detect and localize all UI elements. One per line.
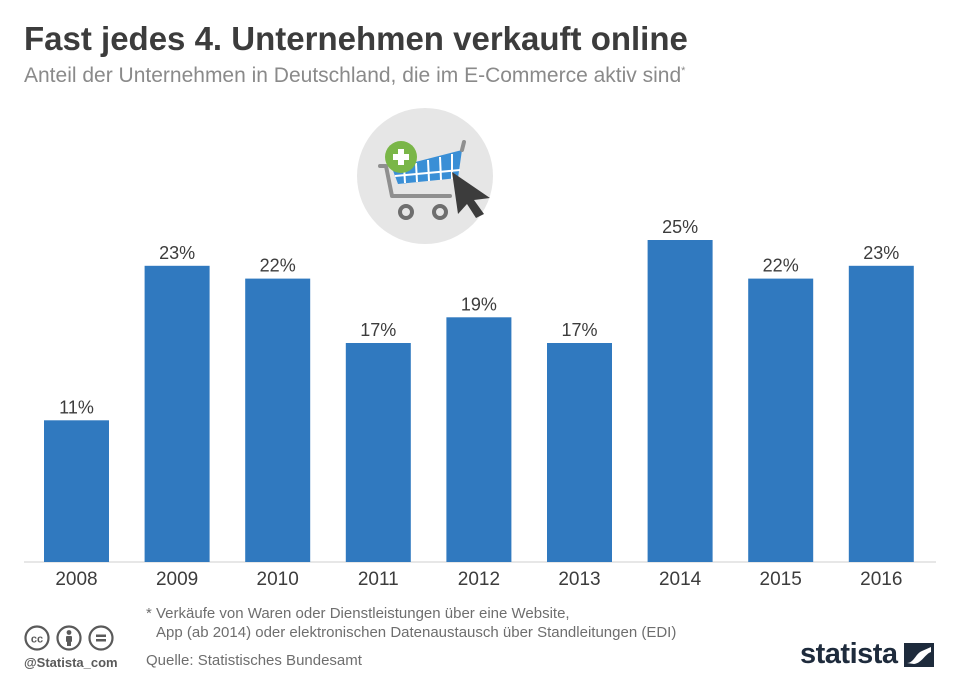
subtitle-text: Anteil der Unternehmen in Deutschland, d…	[24, 64, 682, 87]
bar-2013	[547, 343, 612, 562]
x-tick-label-2011: 2011	[358, 569, 399, 590]
bar-2008	[44, 420, 109, 562]
plus-icon	[385, 141, 417, 173]
statista-logo-icon	[903, 642, 934, 667]
no-derivatives-icon[interactable]	[88, 625, 114, 651]
cursor-icon	[452, 172, 490, 218]
footnote-line-1: * Verkäufe von Waren oder Dienstleistung…	[146, 605, 570, 622]
value-label-2008: 11%	[59, 397, 94, 417]
shopping-cart-illustration	[357, 108, 493, 244]
chart-title: Fast jedes 4. Unternehmen verkauft onlin…	[24, 20, 688, 57]
value-label-2013: 17%	[561, 320, 597, 340]
bar-2010	[245, 278, 311, 562]
value-label-2012: 19%	[461, 294, 497, 314]
value-label-2014: 25%	[662, 217, 698, 237]
x-tick-label-2009: 2009	[156, 569, 198, 590]
x-tick-label-2010: 2010	[257, 569, 299, 590]
x-tick-label-2015: 2015	[760, 569, 802, 590]
footnote-line-2: App (ab 2014) oder elektronischen Datena…	[156, 624, 677, 641]
attribution-icon[interactable]	[56, 625, 82, 651]
shopping-cart-icon	[378, 140, 466, 220]
bar-2014	[647, 240, 713, 562]
bar-2012	[446, 317, 512, 562]
bar-2016	[848, 265, 914, 562]
statista-handle[interactable]: @Statista_com	[24, 655, 118, 670]
footnote: * Verkäufe von Waren oder Dienstleistung…	[146, 604, 676, 642]
x-tick-label-2016: 2016	[860, 569, 902, 590]
x-tick-label-2014: 2014	[659, 569, 702, 590]
source-note: Quelle: Statistisches Bundesamt	[146, 652, 362, 669]
value-label-2010: 22%	[260, 256, 296, 276]
cc-icon[interactable]: cc	[24, 625, 50, 651]
x-tick-label-2012: 2012	[458, 569, 500, 590]
value-label-2009: 23%	[159, 243, 195, 263]
subtitle-footnote-mark: *	[681, 65, 686, 77]
bars-group: 11% 2008 23% 2009 22% 2010 17% 2011 19% 2012 17% 20…	[44, 217, 914, 590]
value-label-2011: 17%	[360, 320, 396, 340]
license-icons: cc	[24, 625, 114, 651]
value-label-2016: 23%	[863, 243, 899, 263]
svg-text:cc: cc	[31, 634, 43, 646]
x-tick-label-2013: 2013	[558, 569, 600, 590]
x-tick-label-2008: 2008	[55, 569, 97, 590]
bar-2011	[345, 343, 411, 562]
bar-2009	[144, 265, 210, 562]
chart-subtitle: Anteil der Unternehmen in Deutschland, d…	[24, 64, 685, 88]
statista-brand[interactable]: statista	[800, 638, 934, 671]
bar-2015	[748, 278, 814, 562]
value-label-2015: 22%	[763, 256, 799, 276]
statista-wordmark: statista	[800, 638, 898, 670]
